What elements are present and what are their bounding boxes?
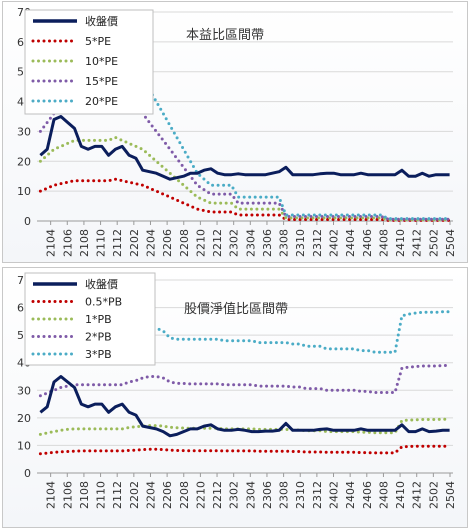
x-tick-label: 2112 <box>111 229 124 257</box>
x-tick-label: 2206 <box>161 229 174 257</box>
x-tick-label: 2410 <box>394 229 407 257</box>
x-tick-label: 2208 <box>178 229 191 257</box>
pb-band-chart-panel: 0 10 20 30 40 50 60 70 2104 2106 2108 2110 2112 2202 2… <box>2 267 468 528</box>
legend-label: 1*PB <box>85 313 112 326</box>
y-tick-label: 0 <box>24 467 31 480</box>
x-tick-label: 2202 <box>128 229 141 257</box>
x-tick-label: 2204 <box>144 229 157 257</box>
x-tick-label: 2106 <box>61 229 74 257</box>
x-tick-label: 2206 <box>161 481 174 509</box>
x-tick-label: 2306 <box>261 481 274 509</box>
legend-label: 收盤價 <box>85 14 118 28</box>
series-line-0 <box>39 115 450 181</box>
chart-title: 本益比區間帶 <box>186 28 264 43</box>
x-tick-label: 2308 <box>278 229 291 257</box>
x-tick-label: 2212 <box>211 481 224 509</box>
x-tick-label: 2204 <box>144 481 157 509</box>
legend-label: 15*PE <box>85 75 118 88</box>
x-tick-label: 2104 <box>45 481 58 509</box>
legend-label: 20*PE <box>85 95 118 108</box>
y-tick-label: 30 <box>17 384 31 397</box>
x-tick-label: 2406 <box>361 481 374 509</box>
x-tick-label: 2112 <box>111 481 124 509</box>
x-tick-label: 2312 <box>311 229 324 257</box>
y-tick-label: 30 <box>17 125 31 138</box>
x-tick-label: 2104 <box>45 229 58 257</box>
x-tick-label: 2302 <box>228 229 241 257</box>
x-tick-label: 2408 <box>377 481 390 509</box>
x-tick-label: 2502 <box>427 481 440 509</box>
legend-label: 0.5*PB <box>85 296 122 309</box>
series-line-2 <box>38 417 452 436</box>
x-tick-label: 2202 <box>128 481 141 509</box>
legend-label: 2*PB <box>85 331 112 344</box>
series-line-2 <box>38 135 452 222</box>
x-tick-label: 2310 <box>294 481 307 509</box>
x-tick-label: 2310 <box>294 229 307 257</box>
chart-title: 股價淨值比區間帶 <box>184 301 288 317</box>
series-line-0 <box>39 375 450 438</box>
x-tick-label: 2504 <box>444 229 457 257</box>
x-tick-label: 2106 <box>61 481 74 509</box>
x-tick-label: 2404 <box>344 229 357 257</box>
x-tick-label: 2402 <box>328 481 341 509</box>
x-tick-label: 2306 <box>261 229 274 257</box>
series-line-1 <box>38 177 452 222</box>
legend-label: 收盤價 <box>85 277 118 291</box>
x-tick-label: 2304 <box>244 481 257 509</box>
y-tick-label: 10 <box>17 439 31 452</box>
series-line-1 <box>38 444 452 456</box>
x-tick-label: 2208 <box>178 481 191 509</box>
legend-label: 5*PE <box>85 35 111 48</box>
x-tick-label: 2108 <box>78 229 91 257</box>
legend-label: 3*PB <box>85 348 112 361</box>
x-tick-label: 2408 <box>377 229 390 257</box>
y-tick-label: 20 <box>17 155 31 168</box>
x-tick-label: 2406 <box>361 229 374 257</box>
x-tick-label: 2110 <box>95 481 108 509</box>
x-tick-label: 2402 <box>328 229 341 257</box>
x-tick-label: 2502 <box>427 229 440 257</box>
y-tick-label: 10 <box>17 185 31 198</box>
x-tick-label: 2308 <box>278 481 291 509</box>
series-line-3 <box>38 364 452 398</box>
legend-box <box>24 9 154 115</box>
legend-label: 10*PE <box>85 55 118 68</box>
x-tick-label: 2302 <box>228 481 241 509</box>
x-tick-label: 2410 <box>394 481 407 509</box>
x-tick-label: 2210 <box>194 481 207 509</box>
x-tick-label: 2404 <box>344 481 357 509</box>
x-tick-label: 2304 <box>244 229 257 257</box>
y-tick-label: 20 <box>17 412 31 425</box>
x-tick-label: 2312 <box>311 481 324 509</box>
x-tick-label: 2110 <box>95 229 108 257</box>
pe-band-chart-panel: 0 10 20 30 40 50 60 70 2104 2106 2108 2110 2112 2202 2… <box>2 1 468 263</box>
x-tick-label: 2504 <box>444 481 457 509</box>
x-tick-label: 2212 <box>211 229 224 257</box>
x-tick-label: 2210 <box>194 229 207 257</box>
x-tick-label: 2108 <box>78 481 91 509</box>
y-tick-label: 0 <box>24 215 31 228</box>
legend-box <box>24 272 156 366</box>
x-tick-label: 2412 <box>411 481 424 509</box>
x-tick-label: 2412 <box>411 229 424 257</box>
